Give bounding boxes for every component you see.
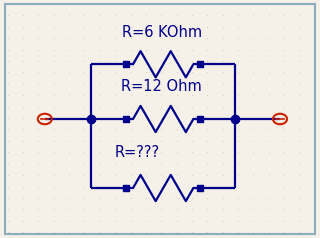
Text: R=12 Ohm: R=12 Ohm: [121, 79, 202, 94]
Text: R=???: R=???: [115, 145, 160, 160]
Text: R=6 KOhm: R=6 KOhm: [122, 25, 202, 40]
